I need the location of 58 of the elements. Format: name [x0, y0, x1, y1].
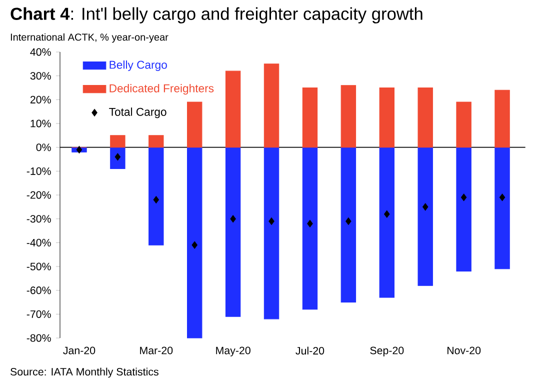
bar: [418, 87, 433, 148]
bar: [379, 87, 394, 148]
y-tick-label: 0%: [36, 144, 51, 152]
legend-label: Total Cargo: [109, 108, 166, 118]
y-tick-label: 10%: [30, 120, 51, 128]
source-note: Source: IATA Monthly Statistics: [10, 368, 158, 378]
point: [460, 194, 467, 202]
bar: [187, 102, 202, 148]
x-tick-label: May-20: [216, 346, 250, 356]
bar: [110, 147, 126, 170]
bar: [302, 147, 318, 310]
bar: [494, 147, 510, 270]
bar: [418, 147, 433, 286]
x-tick-label: Nov-20: [447, 346, 481, 354]
y-tick-label: 20%: [30, 96, 51, 104]
point: [268, 217, 274, 225]
point: [422, 203, 428, 211]
point: [346, 217, 352, 225]
x-tick-label: Jan-20: [63, 346, 96, 354]
legend-label: Dedicated Freighters: [110, 84, 214, 95]
point: [384, 210, 390, 218]
bar: [340, 147, 356, 303]
bar: [379, 147, 394, 298]
y-tick-label: -60%: [26, 286, 51, 294]
bar: [110, 135, 126, 148]
bar: [148, 147, 164, 246]
y-tick-label: -80%: [26, 334, 51, 342]
x-tick-label: Jul-20: [296, 346, 324, 355]
point: [192, 241, 198, 249]
y-tick-label: -70%: [26, 310, 51, 318]
y-tick-label: -20%: [26, 191, 51, 199]
y-tick-label: -50%: [26, 262, 51, 270]
y-tick-label: -10%: [26, 167, 51, 175]
bar: [148, 135, 164, 148]
point: [153, 196, 160, 204]
bar: [225, 147, 241, 317]
bar: [456, 147, 472, 272]
y-tick-label: 40%: [30, 48, 51, 56]
bar: [225, 70, 241, 148]
bar: [456, 102, 472, 148]
bar: [264, 147, 280, 320]
x-tick-label: Mar-20: [140, 346, 173, 354]
bar: [187, 147, 202, 338]
y-tick-label: 30%: [30, 72, 51, 80]
y-axis-title: International ACTK, % year-on-year: [10, 33, 168, 43]
y-tick-label: -40%: [26, 238, 51, 246]
point: [76, 146, 82, 154]
point: [499, 194, 506, 202]
bar: [340, 85, 356, 148]
x-tick-label: Sep-20: [370, 346, 404, 356]
bar: [494, 90, 510, 148]
y-tick-label: -30%: [26, 215, 51, 223]
bar: [302, 87, 318, 148]
point: [307, 220, 313, 228]
bar: [264, 64, 280, 148]
legend-label: Belly Cargo: [110, 60, 167, 72]
chart-title: Chart 4: Int'l belly cargo and freighter capacity growth: [10, 7, 422, 24]
point: [230, 215, 236, 223]
